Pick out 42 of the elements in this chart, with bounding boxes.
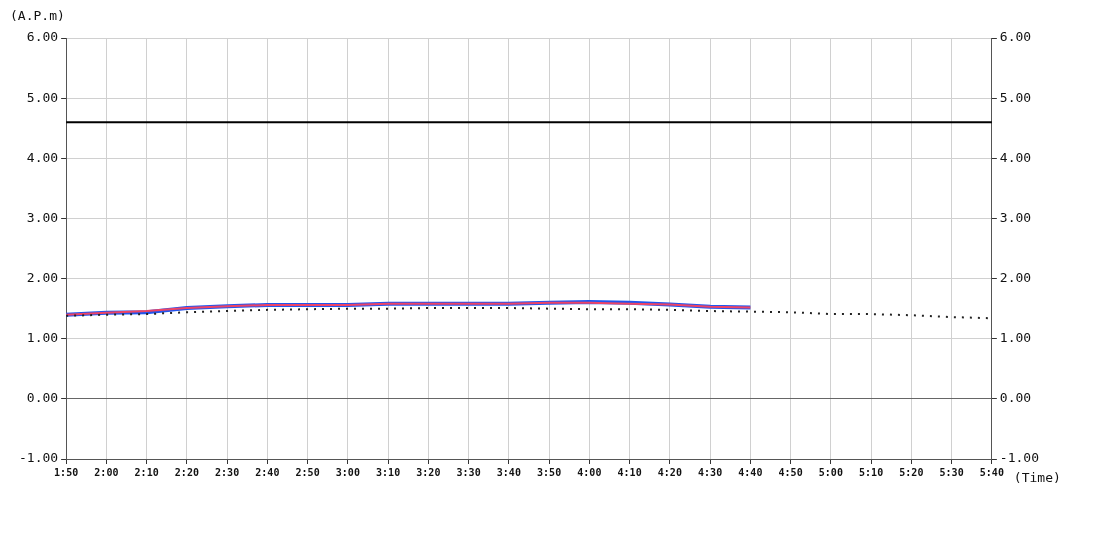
x-tick-label: 4:10 xyxy=(617,466,642,478)
y2-tick-label: 6.00 xyxy=(999,29,1032,45)
x-tick-label: 2:30 xyxy=(215,466,240,478)
x-tick-label: 2:40 xyxy=(255,466,280,478)
x-tick-label: 2:10 xyxy=(134,466,159,478)
y-tick-label: 0.00 xyxy=(26,390,59,406)
x-tick-label: 3:40 xyxy=(496,466,521,478)
y-tick-label: 4.00 xyxy=(26,149,59,165)
x-tick-label: 1:50 xyxy=(54,466,79,478)
y2-tick-label: 1.00 xyxy=(999,330,1032,346)
y-tick-label: 6.00 xyxy=(26,29,59,45)
x-tick-label: 3:20 xyxy=(416,466,441,478)
y2-tick-label: 4.00 xyxy=(999,149,1032,165)
y2-tick-label: 2.00 xyxy=(999,269,1032,285)
x-tick-label: 5:40 xyxy=(979,466,1004,478)
x-axis-title: (Time) xyxy=(1013,470,1061,486)
x-tick-label: 4:50 xyxy=(778,466,803,478)
x-tick-label: 5:10 xyxy=(859,466,884,478)
y2-tick-label: 5.00 xyxy=(999,89,1032,105)
y2-tick-label: 0.00 xyxy=(999,390,1032,406)
y2-tick-label: -1.00 xyxy=(999,450,1040,466)
x-tick-label: 4:00 xyxy=(577,466,602,478)
x-tick-label: 4:30 xyxy=(698,466,723,478)
x-tick-label: 5:00 xyxy=(818,466,843,478)
x-tick-label: 3:10 xyxy=(376,466,401,478)
x-tick-label: 4:20 xyxy=(657,466,682,478)
x-tick-label: 3:50 xyxy=(537,466,562,478)
y-tick-label: 5.00 xyxy=(26,89,59,105)
x-tick-label: 5:30 xyxy=(939,466,964,478)
y2-tick-label: 3.00 xyxy=(999,209,1032,225)
x-tick-label: 3:30 xyxy=(456,466,481,478)
x-tick-label: 2:50 xyxy=(295,466,320,478)
x-tick-label: 4:40 xyxy=(738,466,763,478)
y-tick-label: -1.00 xyxy=(18,450,59,466)
x-tick-label: 5:20 xyxy=(899,466,924,478)
y-tick-label: 1.00 xyxy=(26,330,59,346)
y-tick-label: 3.00 xyxy=(26,209,59,225)
y-axis-title: (A.P.m) xyxy=(10,7,65,23)
x-tick-label: 2:20 xyxy=(174,466,199,478)
y-tick-label: 2.00 xyxy=(26,269,59,285)
x-tick-label: 2:00 xyxy=(94,466,119,478)
x-tick-label: 3:00 xyxy=(335,466,360,478)
